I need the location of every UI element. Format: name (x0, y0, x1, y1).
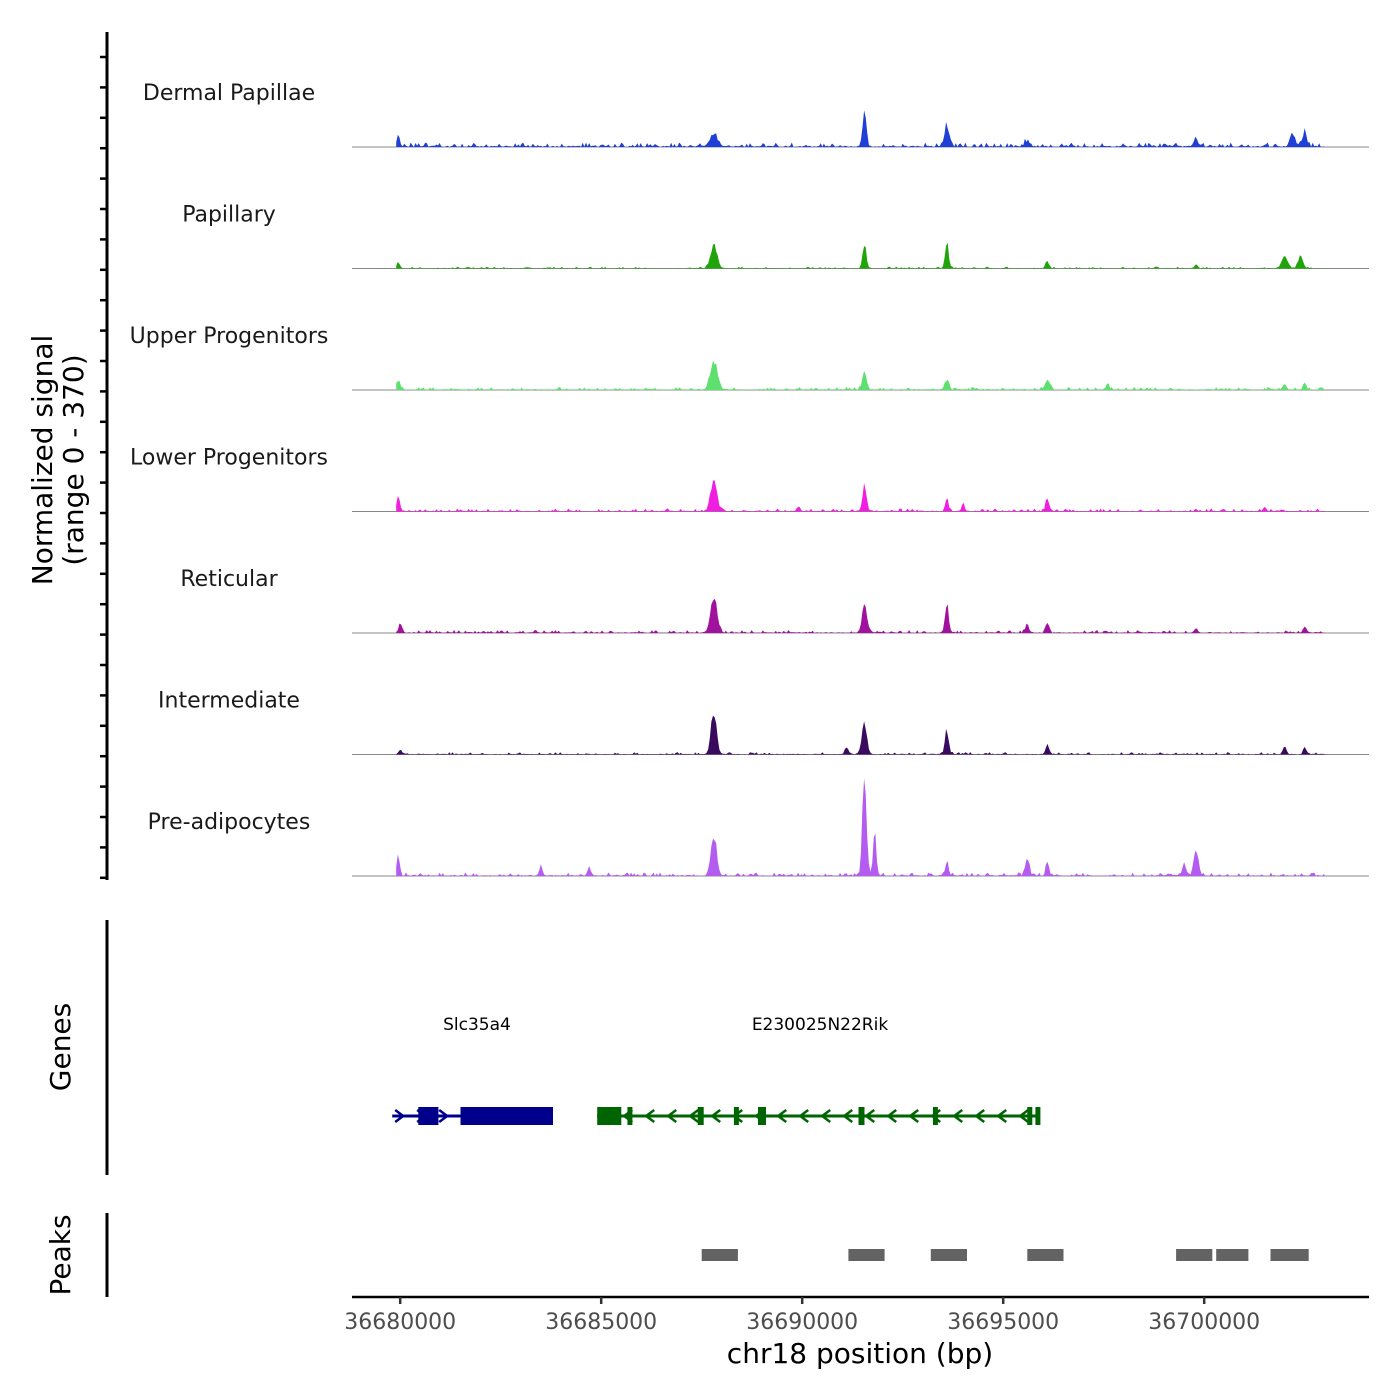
exon (1035, 1107, 1041, 1125)
strand-arrow (1018, 1108, 1029, 1124)
exon (627, 1107, 633, 1125)
peak-region (1027, 1249, 1064, 1261)
strand-arrow (776, 1109, 787, 1123)
signal-area (396, 110, 1325, 147)
y-title-line-1: Normalized signal (26, 335, 59, 586)
peak-region (1270, 1249, 1309, 1261)
strand-arrow (996, 1109, 1007, 1123)
strand-arrow (710, 1109, 721, 1123)
strand-arrow (798, 1109, 809, 1123)
track-label: Upper Progenitors (130, 324, 329, 349)
x-tick-label: 36680000 (344, 1310, 456, 1335)
signal-area (396, 778, 1325, 876)
track-label: Dermal Papillae (143, 81, 315, 106)
peaks-panel-title: Peaks (44, 1214, 77, 1295)
strand-arrow (820, 1109, 831, 1123)
exon (697, 1107, 704, 1125)
x-tick-label: 36690000 (746, 1310, 858, 1335)
signal-area (396, 598, 1325, 633)
track-papillary: Papillary (182, 203, 1369, 269)
y-title-line-2: (range 0 - 370) (57, 354, 90, 565)
x-tick-label: 36695000 (947, 1310, 1059, 1335)
track-reticular: Reticular (180, 567, 1369, 634)
exon (758, 1107, 766, 1125)
signal-area (396, 480, 1325, 512)
signal-area (396, 715, 1325, 755)
strand-arrow (438, 1109, 450, 1123)
track-upper-progenitors: Upper Progenitors (130, 324, 1369, 391)
peak-region (930, 1249, 967, 1261)
x-ticks: 36680000 36685000 36690000 36695000 36700000 (344, 1297, 1260, 1335)
strand-arrow (644, 1109, 655, 1123)
strand-arrow (842, 1109, 853, 1123)
track-intermediate: Intermediate (158, 689, 1369, 755)
genes-panel-title: Genes (44, 1003, 77, 1091)
signal-area (396, 360, 1325, 390)
peak-region (848, 1249, 885, 1261)
strand-arrow (394, 1109, 406, 1123)
strand-arrow (974, 1109, 985, 1123)
strand-arrow (886, 1109, 897, 1123)
peak-region (1176, 1249, 1213, 1261)
strand-arrow (864, 1109, 875, 1123)
track-label: Lower Progenitors (130, 446, 328, 471)
exon (1027, 1107, 1033, 1125)
strand-arrow (666, 1109, 677, 1123)
x-axis-title: chr18 position (bp) (727, 1337, 993, 1370)
x-tick-label: 36685000 (545, 1310, 657, 1335)
signal-y-ticks (100, 55, 107, 880)
gene-label: Slc35a4 (443, 1015, 511, 1035)
peak-region (1216, 1249, 1249, 1261)
track-label: Reticular (180, 567, 278, 592)
exon (858, 1107, 865, 1125)
track-lower-progenitors: Lower Progenitors (130, 446, 1369, 512)
exon (460, 1107, 553, 1125)
track-label: Intermediate (158, 689, 300, 714)
track-dermal-papillae: Dermal Papillae (143, 81, 1369, 148)
signal-area (396, 242, 1325, 269)
peak-regions (701, 1249, 1309, 1261)
peak-region (701, 1249, 738, 1261)
exon (418, 1107, 439, 1125)
strand-arrow (952, 1109, 963, 1123)
track-pre-adipocytes: Pre-adipocytes (148, 778, 1369, 877)
strand-arrow (908, 1109, 919, 1123)
signal-y-title: Normalized signal (range 0 - 370) (26, 335, 90, 586)
exon (932, 1107, 938, 1125)
gene-slc35a4: Slc35a4 (392, 1015, 553, 1125)
track-label: Papillary (182, 203, 276, 228)
exon (733, 1107, 739, 1125)
gene-e230025n22rik: E230025N22Rik (597, 1015, 1041, 1125)
signal-tracks: Dermal Papillae Papillary Upper Progenitor… (130, 81, 1369, 877)
gene-label: E230025N22Rik (752, 1015, 889, 1035)
exon (597, 1107, 622, 1125)
x-tick-label: 36700000 (1148, 1310, 1260, 1335)
gene-annotations: Slc35a4 E230025N22Rik (392, 1015, 1041, 1125)
track-label: Pre-adipocytes (148, 810, 311, 835)
strand-arrow (688, 1109, 699, 1123)
